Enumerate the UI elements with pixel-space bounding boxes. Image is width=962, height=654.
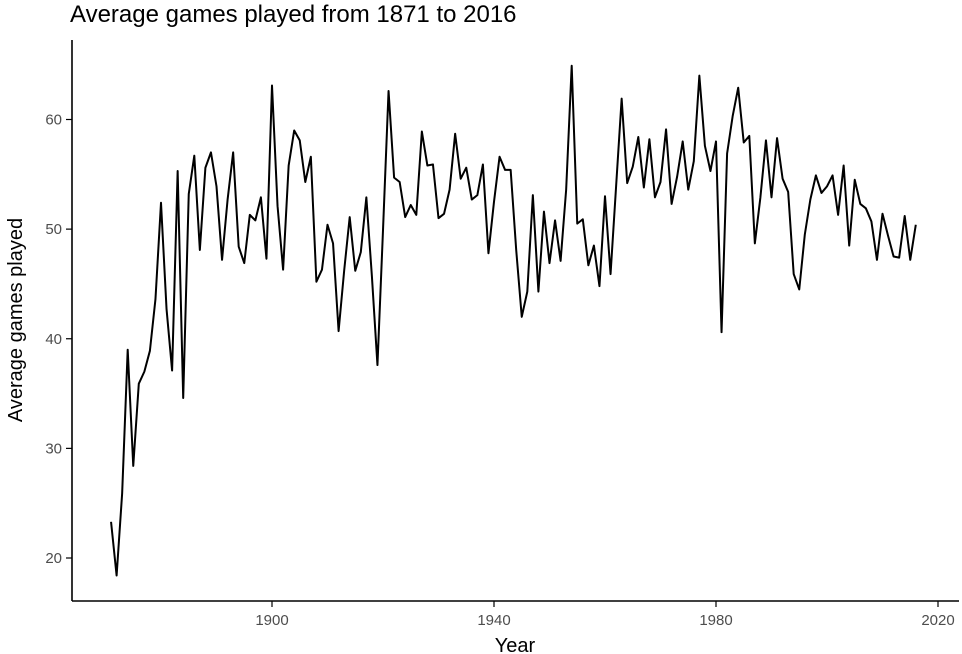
series-line-average-games [110, 64, 917, 577]
axes [71, 40, 959, 602]
x-tick-label: 1980 [699, 612, 732, 629]
y-tick-label: 50 [45, 221, 62, 238]
x-axis-label: Year [495, 635, 536, 654]
y-axis-label: Average games played [5, 218, 27, 422]
x-tick-label: 1940 [477, 612, 510, 629]
y-tick-label: 60 [45, 112, 62, 129]
x-ticks: 1900 1940 1980 2020 [255, 601, 955, 629]
y-tick-label: 30 [45, 440, 62, 457]
y-tick-label: 20 [45, 550, 62, 567]
x-tick-label: 2020 [921, 612, 954, 629]
chart-title: Average games played from 1871 to 2016 [70, 1, 517, 28]
x-tick-label: 1900 [255, 612, 288, 629]
y-ticks: 20 30 40 50 60 [45, 112, 72, 567]
y-tick-label: 40 [45, 331, 62, 348]
